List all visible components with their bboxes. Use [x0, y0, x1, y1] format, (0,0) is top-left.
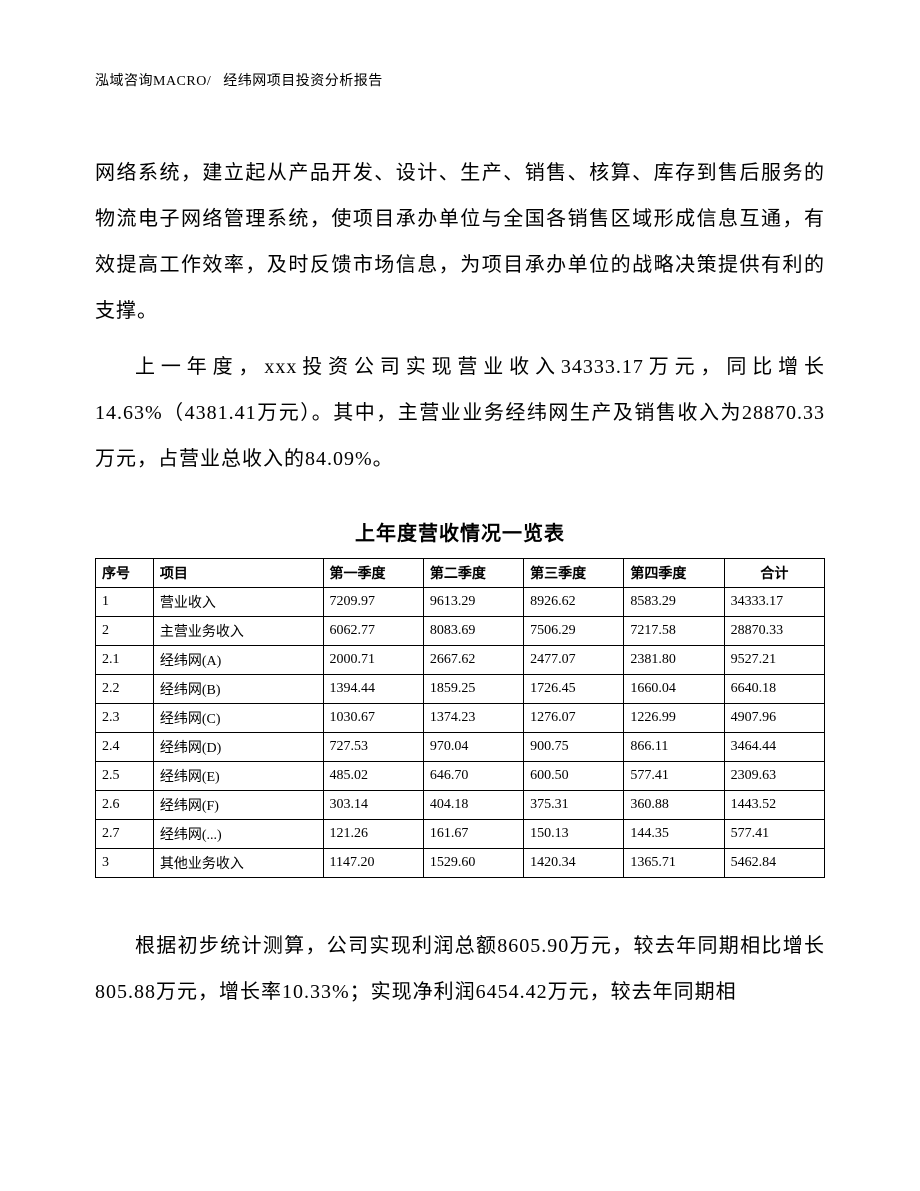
cell: 8083.69	[423, 617, 523, 646]
table-header-row: 序号 项目 第一季度 第二季度 第三季度 第四季度 合计	[96, 559, 825, 588]
cell: 1394.44	[323, 675, 423, 704]
cell: 1529.60	[423, 849, 523, 878]
cell: 5462.84	[724, 849, 824, 878]
cell: 360.88	[624, 791, 724, 820]
cell: 1660.04	[624, 675, 724, 704]
cell: 2.5	[96, 762, 154, 791]
cell: 646.70	[423, 762, 523, 791]
cell: 3	[96, 849, 154, 878]
cell: 经纬网(...)	[153, 820, 323, 849]
cell: 2.6	[96, 791, 154, 820]
cell: 4907.96	[724, 704, 824, 733]
header-title: 经纬网项目投资分析报告	[223, 74, 383, 89]
cell: 577.41	[624, 762, 724, 791]
table-row: 2.5经纬网(E)485.02646.70600.50577.412309.63	[96, 762, 825, 791]
revenue-table: 序号 项目 第一季度 第二季度 第三季度 第四季度 合计 1营业收入7209.9…	[95, 558, 825, 878]
paragraph-2: 上一年度，xxx投资公司实现营业收入34333.17万元，同比增长14.63%（…	[95, 344, 825, 482]
cell: 营业收入	[153, 588, 323, 617]
cell: 9613.29	[423, 588, 523, 617]
table-row: 2.3经纬网(C)1030.671374.231276.071226.99490…	[96, 704, 825, 733]
cell: 1	[96, 588, 154, 617]
cell: 1859.25	[423, 675, 523, 704]
cell: 404.18	[423, 791, 523, 820]
cell: 121.26	[323, 820, 423, 849]
table-row: 1营业收入7209.979613.298926.628583.2934333.1…	[96, 588, 825, 617]
table-body: 1营业收入7209.979613.298926.628583.2934333.1…	[96, 588, 825, 878]
cell: 经纬网(C)	[153, 704, 323, 733]
cell: 303.14	[323, 791, 423, 820]
cell: 1420.34	[524, 849, 624, 878]
paragraph-3: 根据初步统计测算，公司实现利润总额8605.90万元，较去年同期相比增长805.…	[95, 923, 825, 1015]
cell: 6640.18	[724, 675, 824, 704]
cell: 2.4	[96, 733, 154, 762]
cell: 8583.29	[624, 588, 724, 617]
cell: 2.1	[96, 646, 154, 675]
cell: 1226.99	[624, 704, 724, 733]
cell: 727.53	[323, 733, 423, 762]
cell: 577.41	[724, 820, 824, 849]
cell: 经纬网(F)	[153, 791, 323, 820]
cell: 7506.29	[524, 617, 624, 646]
cell: 970.04	[423, 733, 523, 762]
cell: 375.31	[524, 791, 624, 820]
cell: 2667.62	[423, 646, 523, 675]
table-title: 上年度营收情况一览表	[95, 517, 825, 546]
cell: 2.7	[96, 820, 154, 849]
cell: 2381.80	[624, 646, 724, 675]
col-header-seq: 序号	[96, 559, 154, 588]
col-header-q1: 第一季度	[323, 559, 423, 588]
cell: 7217.58	[624, 617, 724, 646]
cell: 1030.67	[323, 704, 423, 733]
cell: 2309.63	[724, 762, 824, 791]
cell: 2.3	[96, 704, 154, 733]
page-header: 泓域咨询MACRO/ 经纬网项目投资分析报告	[95, 70, 825, 90]
table-row: 2.1经纬网(A)2000.712667.622477.072381.80952…	[96, 646, 825, 675]
cell: 1365.71	[624, 849, 724, 878]
cell: 900.75	[524, 733, 624, 762]
cell: 28870.33	[724, 617, 824, 646]
col-header-q3: 第三季度	[524, 559, 624, 588]
col-header-item: 项目	[153, 559, 323, 588]
cell: 600.50	[524, 762, 624, 791]
paragraph-1: 网络系统，建立起从产品开发、设计、生产、销售、核算、库存到售后服务的物流电子网络…	[95, 150, 825, 334]
table-row: 2.6经纬网(F)303.14404.18375.31360.881443.52	[96, 791, 825, 820]
cell: 6062.77	[323, 617, 423, 646]
col-header-q2: 第二季度	[423, 559, 523, 588]
cell: 1147.20	[323, 849, 423, 878]
table-row: 3其他业务收入1147.201529.601420.341365.715462.…	[96, 849, 825, 878]
cell: 9527.21	[724, 646, 824, 675]
table-row: 2主营业务收入6062.778083.697506.297217.5828870…	[96, 617, 825, 646]
cell: 主营业务收入	[153, 617, 323, 646]
cell: 8926.62	[524, 588, 624, 617]
cell: 161.67	[423, 820, 523, 849]
cell: 2	[96, 617, 154, 646]
cell: 经纬网(A)	[153, 646, 323, 675]
table-row: 2.7经纬网(...)121.26161.67150.13144.35577.4…	[96, 820, 825, 849]
cell: 2000.71	[323, 646, 423, 675]
cell: 150.13	[524, 820, 624, 849]
cell: 7209.97	[323, 588, 423, 617]
table-row: 2.2经纬网(B)1394.441859.251726.451660.04664…	[96, 675, 825, 704]
cell: 144.35	[624, 820, 724, 849]
col-header-total: 合计	[724, 559, 824, 588]
cell: 其他业务收入	[153, 849, 323, 878]
cell: 1726.45	[524, 675, 624, 704]
cell: 1374.23	[423, 704, 523, 733]
cell: 1276.07	[524, 704, 624, 733]
cell: 34333.17	[724, 588, 824, 617]
header-company: 泓域咨询MACRO/	[95, 74, 211, 89]
cell: 经纬网(D)	[153, 733, 323, 762]
cell: 经纬网(B)	[153, 675, 323, 704]
table-row: 2.4经纬网(D)727.53970.04900.75866.113464.44	[96, 733, 825, 762]
cell: 经纬网(E)	[153, 762, 323, 791]
cell: 1443.52	[724, 791, 824, 820]
cell: 2477.07	[524, 646, 624, 675]
cell: 2.2	[96, 675, 154, 704]
cell: 866.11	[624, 733, 724, 762]
cell: 3464.44	[724, 733, 824, 762]
cell: 485.02	[323, 762, 423, 791]
col-header-q4: 第四季度	[624, 559, 724, 588]
